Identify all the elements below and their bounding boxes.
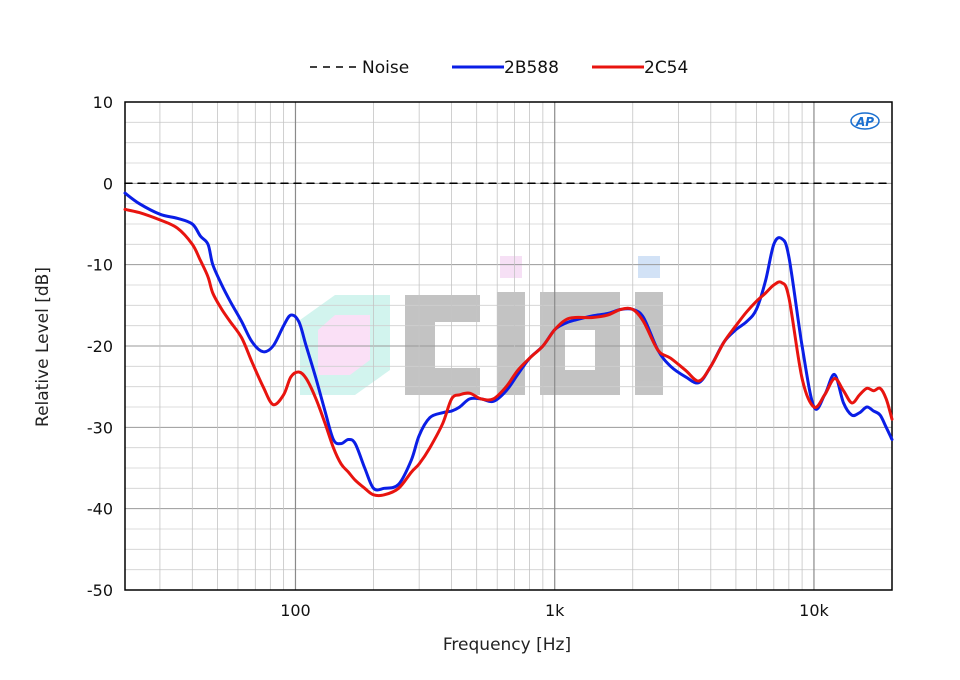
y-tick-label: 10 [93,93,113,112]
ap-logo-icon: AP [850,112,880,130]
y-tick-label: 0 [103,174,113,193]
x-tick-label: 10k [799,601,829,620]
legend-label: 2C54 [644,58,688,78]
watermark-dot-1 [500,256,522,278]
legend-label: Noise [362,58,409,78]
x-axis-ticks: 100 1k 10k [280,601,829,620]
watermark-letter-h-gap [565,330,595,370]
y-tick-label: -20 [87,337,113,356]
series-layer [123,182,894,498]
y-tick-label: -10 [87,256,113,275]
y-axis-ticks: 10 0 -10 -20 -30 -40 -50 [87,93,113,600]
watermark-letter-c-gap [435,322,480,368]
y-tick-label: -40 [87,500,113,519]
series-line-2b588 [123,191,894,492]
y-tick-label: -50 [87,581,113,600]
x-axis-title: Frequency [Hz] [443,635,571,655]
x-tick-label: 100 [280,601,311,620]
series-line-2c54 [123,207,894,498]
grid [125,101,893,591]
y-axis-title: Relative Level [dB] [33,267,53,427]
watermark-hexagon [300,295,390,395]
watermark-letter-c [405,295,480,395]
legend-label: 2B588 [504,58,559,78]
x-tick-label: 1k [545,601,565,620]
y-tick-label: -30 [87,418,113,437]
watermark-dot-2 [638,256,660,278]
watermark-letter-i2 [635,292,663,395]
ap-logo-text: AP [855,115,874,129]
legend: Noise 2B588 2C54 [310,58,688,78]
watermark-hexagon-inner [318,315,370,375]
watermark-letter-h [540,292,620,395]
plot-frame [124,101,893,591]
